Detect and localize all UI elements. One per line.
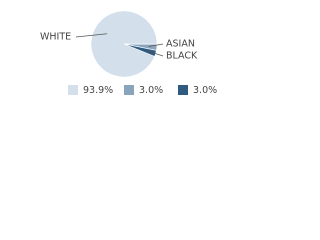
legend-swatch: [178, 85, 188, 95]
legend-label: 93.9%: [83, 85, 113, 96]
legend-label: 3.0%: [193, 85, 217, 96]
legend-label: 3.0%: [139, 85, 163, 96]
slice-label: BLACK: [166, 51, 198, 62]
leader-line: [147, 50, 164, 57]
slice-label: WHITE: [40, 32, 71, 43]
legend-swatch: [124, 85, 134, 95]
leader-line: [148, 43, 164, 47]
legend-swatch: [68, 85, 78, 95]
slice-label: ASIAN: [166, 39, 195, 50]
leader-line: [75, 33, 108, 38]
